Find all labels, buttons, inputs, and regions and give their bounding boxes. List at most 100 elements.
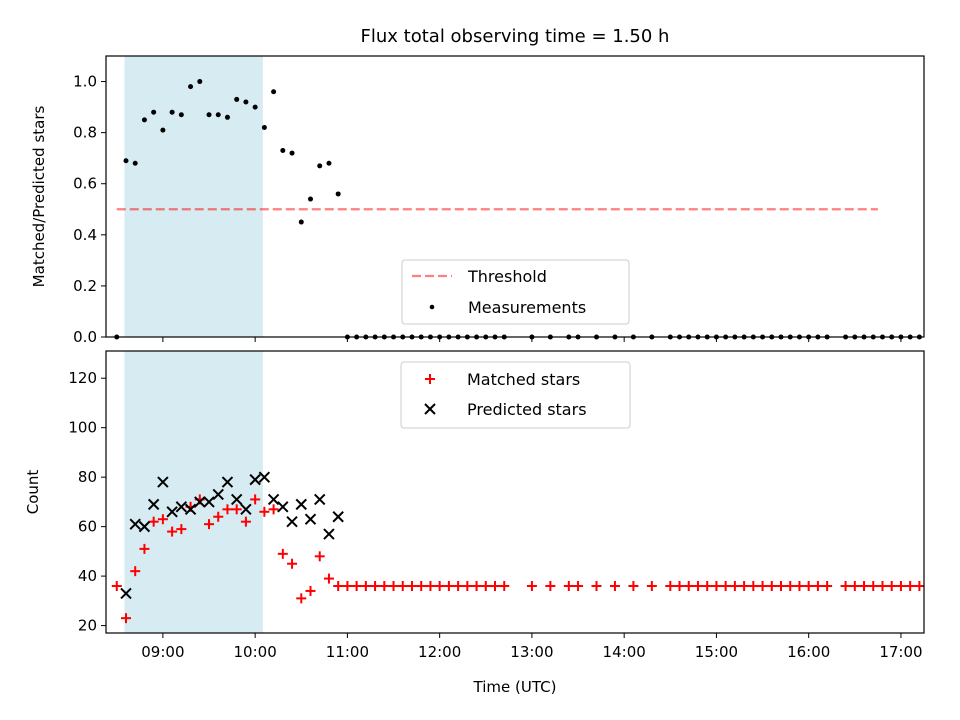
legend-measurements-label: Measurements: [468, 298, 586, 317]
matched-star-point: [314, 551, 325, 562]
matched-star-point: [868, 581, 879, 591]
matched-star-point: [167, 526, 178, 537]
matched-star-point: [757, 581, 768, 591]
bottom-legend-box: [400, 361, 631, 429]
matched-star-point: [526, 581, 537, 591]
matched-star-point: [573, 581, 584, 591]
x-tick-label: 16:00: [787, 643, 830, 661]
predicted-star-point: [277, 501, 289, 513]
chart-title: Flux total observing time = 1.50 h: [361, 26, 670, 47]
matched-star-point: [480, 581, 491, 591]
matched-star-point: [803, 581, 814, 591]
matched-star-point: [905, 581, 916, 591]
legend-matched-swatch: [425, 374, 435, 384]
predicted-star-point: [332, 511, 344, 523]
predicted-star-point: [175, 501, 188, 513]
legend-predicted-swatch: [424, 403, 436, 415]
matched-star-point: [877, 581, 888, 591]
bottom-axes-frame: [105, 350, 925, 634]
matched-star-point: [591, 581, 602, 591]
bottom-y-tick-label: 80: [78, 468, 97, 486]
x-tick-label: 09:00: [141, 643, 184, 661]
matched-star-point: [342, 581, 353, 591]
bottom-panel: 20 40 60 80 100 120 09:00 10:00 11:00 12:00 13:00…: [24, 350, 925, 696]
matched-star-point: [720, 581, 731, 591]
matched-star-point: [776, 581, 787, 591]
matched-star-point: [148, 516, 159, 527]
top-y-tick-label: 1.0: [73, 73, 97, 91]
bottom-y-tick-label: 120: [68, 369, 97, 387]
measurement-point: [178, 112, 184, 118]
matched-star-point: [674, 581, 685, 591]
matched-star-point: [259, 506, 270, 517]
measurement-point: [215, 112, 221, 118]
matched-star-point: [822, 581, 833, 591]
measurement-point: [271, 89, 277, 95]
matched-star-point: [397, 581, 408, 591]
x-tick-label: 10:00: [234, 643, 277, 661]
matched-star-points: [111, 494, 925, 624]
predicted-star-point: [203, 496, 215, 508]
measurement-point: [326, 160, 332, 166]
measurement-point: [308, 196, 313, 202]
matched-star-point: [268, 504, 279, 515]
measurement-point: [335, 191, 341, 197]
bottom-y-ticks: 20 40 60 80 100 120: [68, 369, 106, 635]
matched-star-point: [471, 581, 482, 591]
measurement-point: [141, 117, 147, 123]
measurement-point: [169, 109, 175, 115]
matched-star-point: [499, 581, 510, 591]
matched-star-point: [628, 581, 639, 591]
matched-star-point: [323, 573, 334, 584]
top-y-tick-label: 0.4: [73, 226, 97, 244]
predicted-star-point: [267, 493, 280, 506]
matched-star-point: [130, 566, 141, 577]
measurement-point: [261, 125, 267, 131]
matched-star-point: [388, 581, 399, 591]
predicted-star-point: [221, 476, 234, 488]
top-legend: Threshold Measurements: [401, 259, 630, 325]
legend-plus-marker: [425, 374, 435, 384]
matched-star-point: [111, 581, 122, 591]
measurement-point: [252, 104, 258, 110]
measurement-point: [243, 99, 249, 105]
top-y-tick-label: 0.0: [73, 328, 97, 346]
matched-star-point: [351, 581, 362, 591]
matched-star-point: [785, 581, 796, 591]
top-y-axis-label: Matched/Predicted stars: [30, 106, 48, 288]
predicted-star-point: [314, 493, 326, 506]
top-panel: 0.0 0.2 0.4 0.6 0.8 1.0 Flux total observing …: [30, 26, 925, 346]
legend-threshold-label: Threshold: [467, 267, 547, 286]
x-tick-label: 12:00: [418, 643, 461, 661]
measurement-point: [206, 112, 212, 118]
matched-star-point: [204, 519, 215, 530]
predicted-star-point: [295, 498, 307, 511]
matched-star-point: [240, 516, 251, 527]
predicted-star-point: [230, 493, 243, 506]
x-tick-label: 14:00: [603, 643, 646, 661]
matched-star-point: [914, 581, 925, 591]
matched-star-point: [563, 581, 574, 591]
matched-star-point: [305, 585, 316, 596]
matched-star-point: [609, 581, 620, 591]
legend-matched-label: Matched stars: [467, 370, 580, 389]
matched-star-point: [139, 543, 150, 554]
predicted-star-point: [286, 515, 298, 528]
matched-star-point: [425, 581, 436, 591]
bottom-legend: Matched stars Predicted stars: [400, 361, 631, 429]
matched-star-point: [231, 504, 242, 515]
x-tick-label: 13:00: [510, 643, 553, 661]
bottom-y-tick-label: 20: [78, 617, 97, 635]
top-axes-frame: [105, 55, 925, 338]
predicted-star-point: [138, 520, 151, 533]
top-x-ticks: [162, 337, 902, 342]
matched-star-point: [665, 581, 676, 591]
bottom-y-tick-label: 60: [78, 518, 97, 536]
matched-star-point: [849, 581, 860, 591]
matched-star-point: [692, 581, 703, 591]
bottom-y-axis-label: Count: [24, 470, 42, 515]
x-tick-label: 15:00: [695, 643, 738, 661]
matched-star-point: [453, 581, 464, 591]
matched-star-point: [545, 581, 556, 591]
